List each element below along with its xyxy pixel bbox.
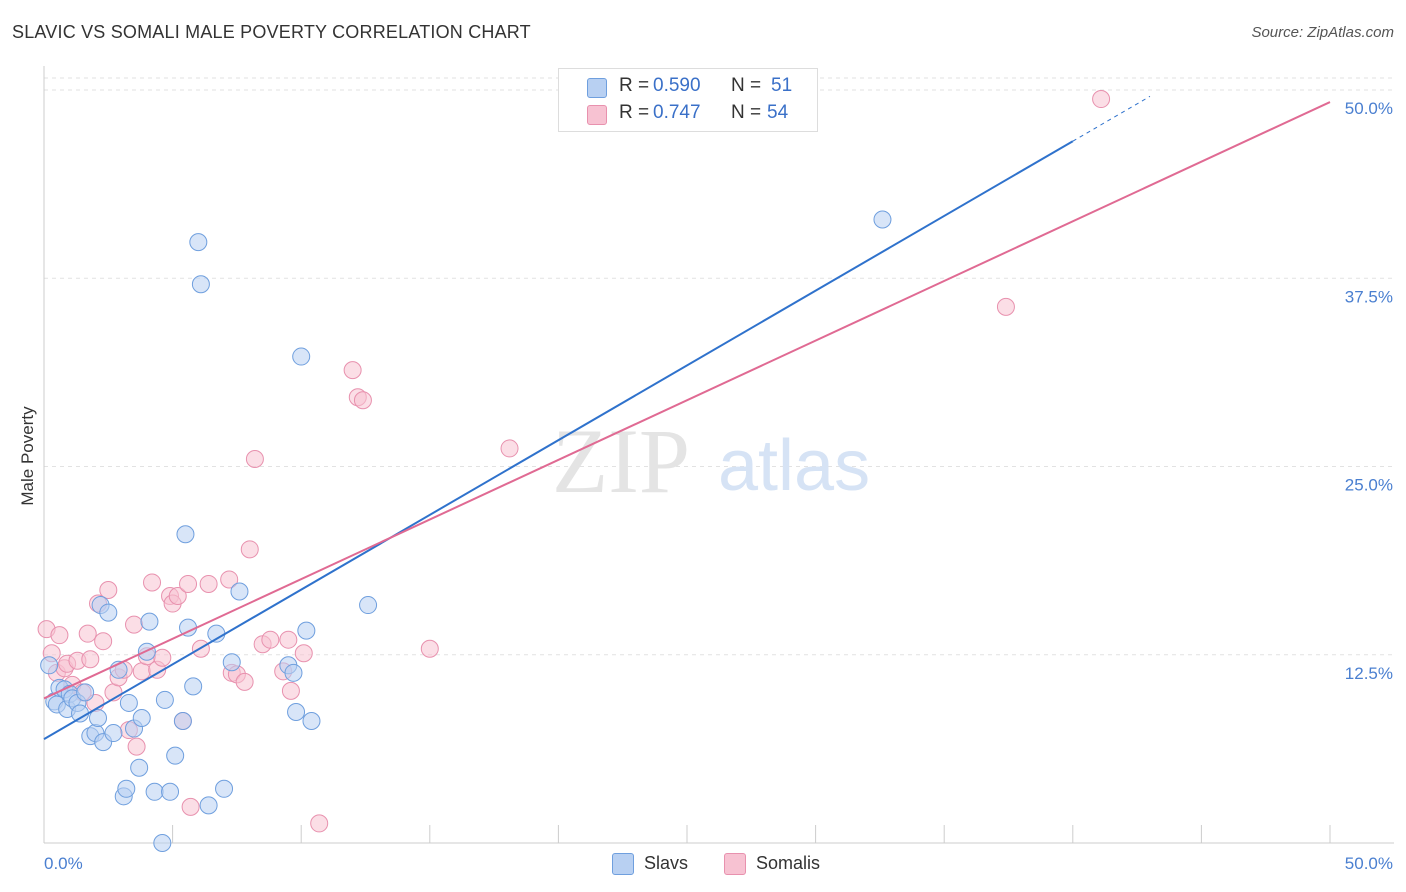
y-tick-label: 25.0% — [1345, 476, 1393, 495]
slavs-points — [40, 210, 892, 852]
slavs-legend-label: Slavs — [644, 853, 689, 873]
somalis-point — [220, 570, 239, 589]
slavs-point — [153, 834, 172, 852]
correlation-legend: R = 0.590 N = 51 R = 0.747 N = 54 — [558, 68, 818, 132]
somalis-point — [125, 615, 144, 634]
somalis-point — [1092, 90, 1111, 109]
somalis-point — [127, 737, 146, 756]
legend-r-value: 0.747 — [653, 102, 701, 123]
slavs-point — [297, 621, 316, 640]
somalis-point — [310, 814, 329, 833]
slavs-point — [40, 656, 59, 675]
somalis-trend-line — [43, 101, 1331, 700]
somalis-point — [281, 681, 300, 700]
slavs-point — [215, 779, 234, 798]
somalis-point — [245, 449, 264, 468]
slavs-point — [302, 712, 321, 731]
slavs-point — [161, 782, 180, 801]
somalis-point — [94, 632, 113, 651]
slavs-point — [130, 758, 149, 777]
somalis-point — [181, 797, 200, 816]
slavs-point — [284, 663, 303, 682]
slavs-point — [132, 709, 151, 728]
somalis-point — [179, 574, 198, 593]
somalis-point — [353, 391, 372, 410]
slavs-point — [359, 596, 378, 615]
somalis-point — [235, 672, 254, 691]
somalis-legend-swatch — [724, 853, 746, 875]
slavs-point — [99, 603, 118, 622]
slavs-point — [89, 709, 108, 728]
slavs-point — [117, 779, 136, 798]
slavs-point — [76, 683, 95, 702]
somalis-legend-label: Somalis — [756, 853, 821, 873]
slavs-legend-swatch — [612, 853, 634, 875]
legend-r-value: 0.590 — [653, 75, 701, 96]
somalis-point — [143, 573, 162, 592]
somalis-point — [50, 626, 69, 645]
slavs-point — [176, 525, 195, 544]
somalis-point — [168, 587, 187, 606]
slavs-point — [145, 782, 164, 801]
slavs-trend-extension — [1072, 95, 1151, 142]
legend-r-label: R = — [619, 102, 650, 123]
slavs-point — [199, 796, 218, 815]
y-tick-label: 37.5% — [1345, 287, 1393, 306]
watermark-zip: ZIP — [552, 410, 690, 512]
slavs-point — [119, 693, 138, 712]
somalis-point — [153, 648, 172, 667]
chart-title: SLAVIC VS SOMALI MALE POVERTY CORRELATIO… — [12, 22, 531, 42]
y-tick-label: 12.5% — [1345, 664, 1393, 683]
somalis-point — [420, 639, 439, 658]
slavs-point — [71, 704, 90, 723]
x-tick-label: 50.0% — [1345, 854, 1393, 873]
slavs-swatch — [587, 78, 607, 98]
axes — [43, 66, 1394, 844]
slavs-point — [230, 582, 249, 601]
slavs-trend-line — [43, 140, 1074, 740]
somalis-swatch — [587, 105, 607, 125]
legend-n-value: 54 — [767, 102, 789, 123]
slavs-point — [184, 677, 203, 696]
slavs-point — [104, 724, 123, 743]
tick-labels: 12.5% 25.0% 37.5% 50.0% 0.0% 50.0% — [44, 99, 1393, 873]
grid — [44, 77, 1394, 656]
somalis-point — [81, 650, 100, 669]
watermark: ZIP atlas — [552, 410, 870, 512]
somalis-point — [343, 361, 362, 380]
slavs-point — [166, 746, 185, 765]
somalis-point — [78, 624, 97, 643]
somalis-point — [294, 644, 313, 663]
slavs-point — [873, 210, 892, 229]
somalis-point — [99, 580, 118, 599]
somalis-point — [199, 574, 218, 593]
slavs-point — [292, 347, 311, 366]
somalis-point — [996, 297, 1015, 316]
legend-r-label: R = — [619, 75, 650, 96]
somalis-point — [500, 439, 519, 458]
slavs-point — [173, 712, 192, 731]
slavs-point — [189, 233, 208, 252]
somalis-point — [279, 630, 298, 649]
slavs-point — [191, 275, 210, 294]
legend-n-label: N = — [731, 75, 762, 96]
somalis-point — [261, 630, 280, 649]
somalis-point — [240, 540, 259, 559]
watermark-atlas: atlas — [718, 426, 870, 506]
legend-n-label: N = — [731, 102, 762, 123]
source-note: Source: ZipAtlas.com — [1251, 24, 1394, 41]
slavs-point — [155, 690, 174, 709]
trend-lines — [43, 95, 1331, 740]
slavs-point — [222, 653, 241, 672]
x-tick-label: 0.0% — [44, 854, 83, 873]
slavs-point — [287, 702, 306, 721]
legend-n-value: 51 — [771, 75, 793, 96]
y-tick-label: 50.0% — [1345, 99, 1393, 118]
somalis-point — [132, 662, 151, 681]
slavs-point — [140, 612, 159, 631]
